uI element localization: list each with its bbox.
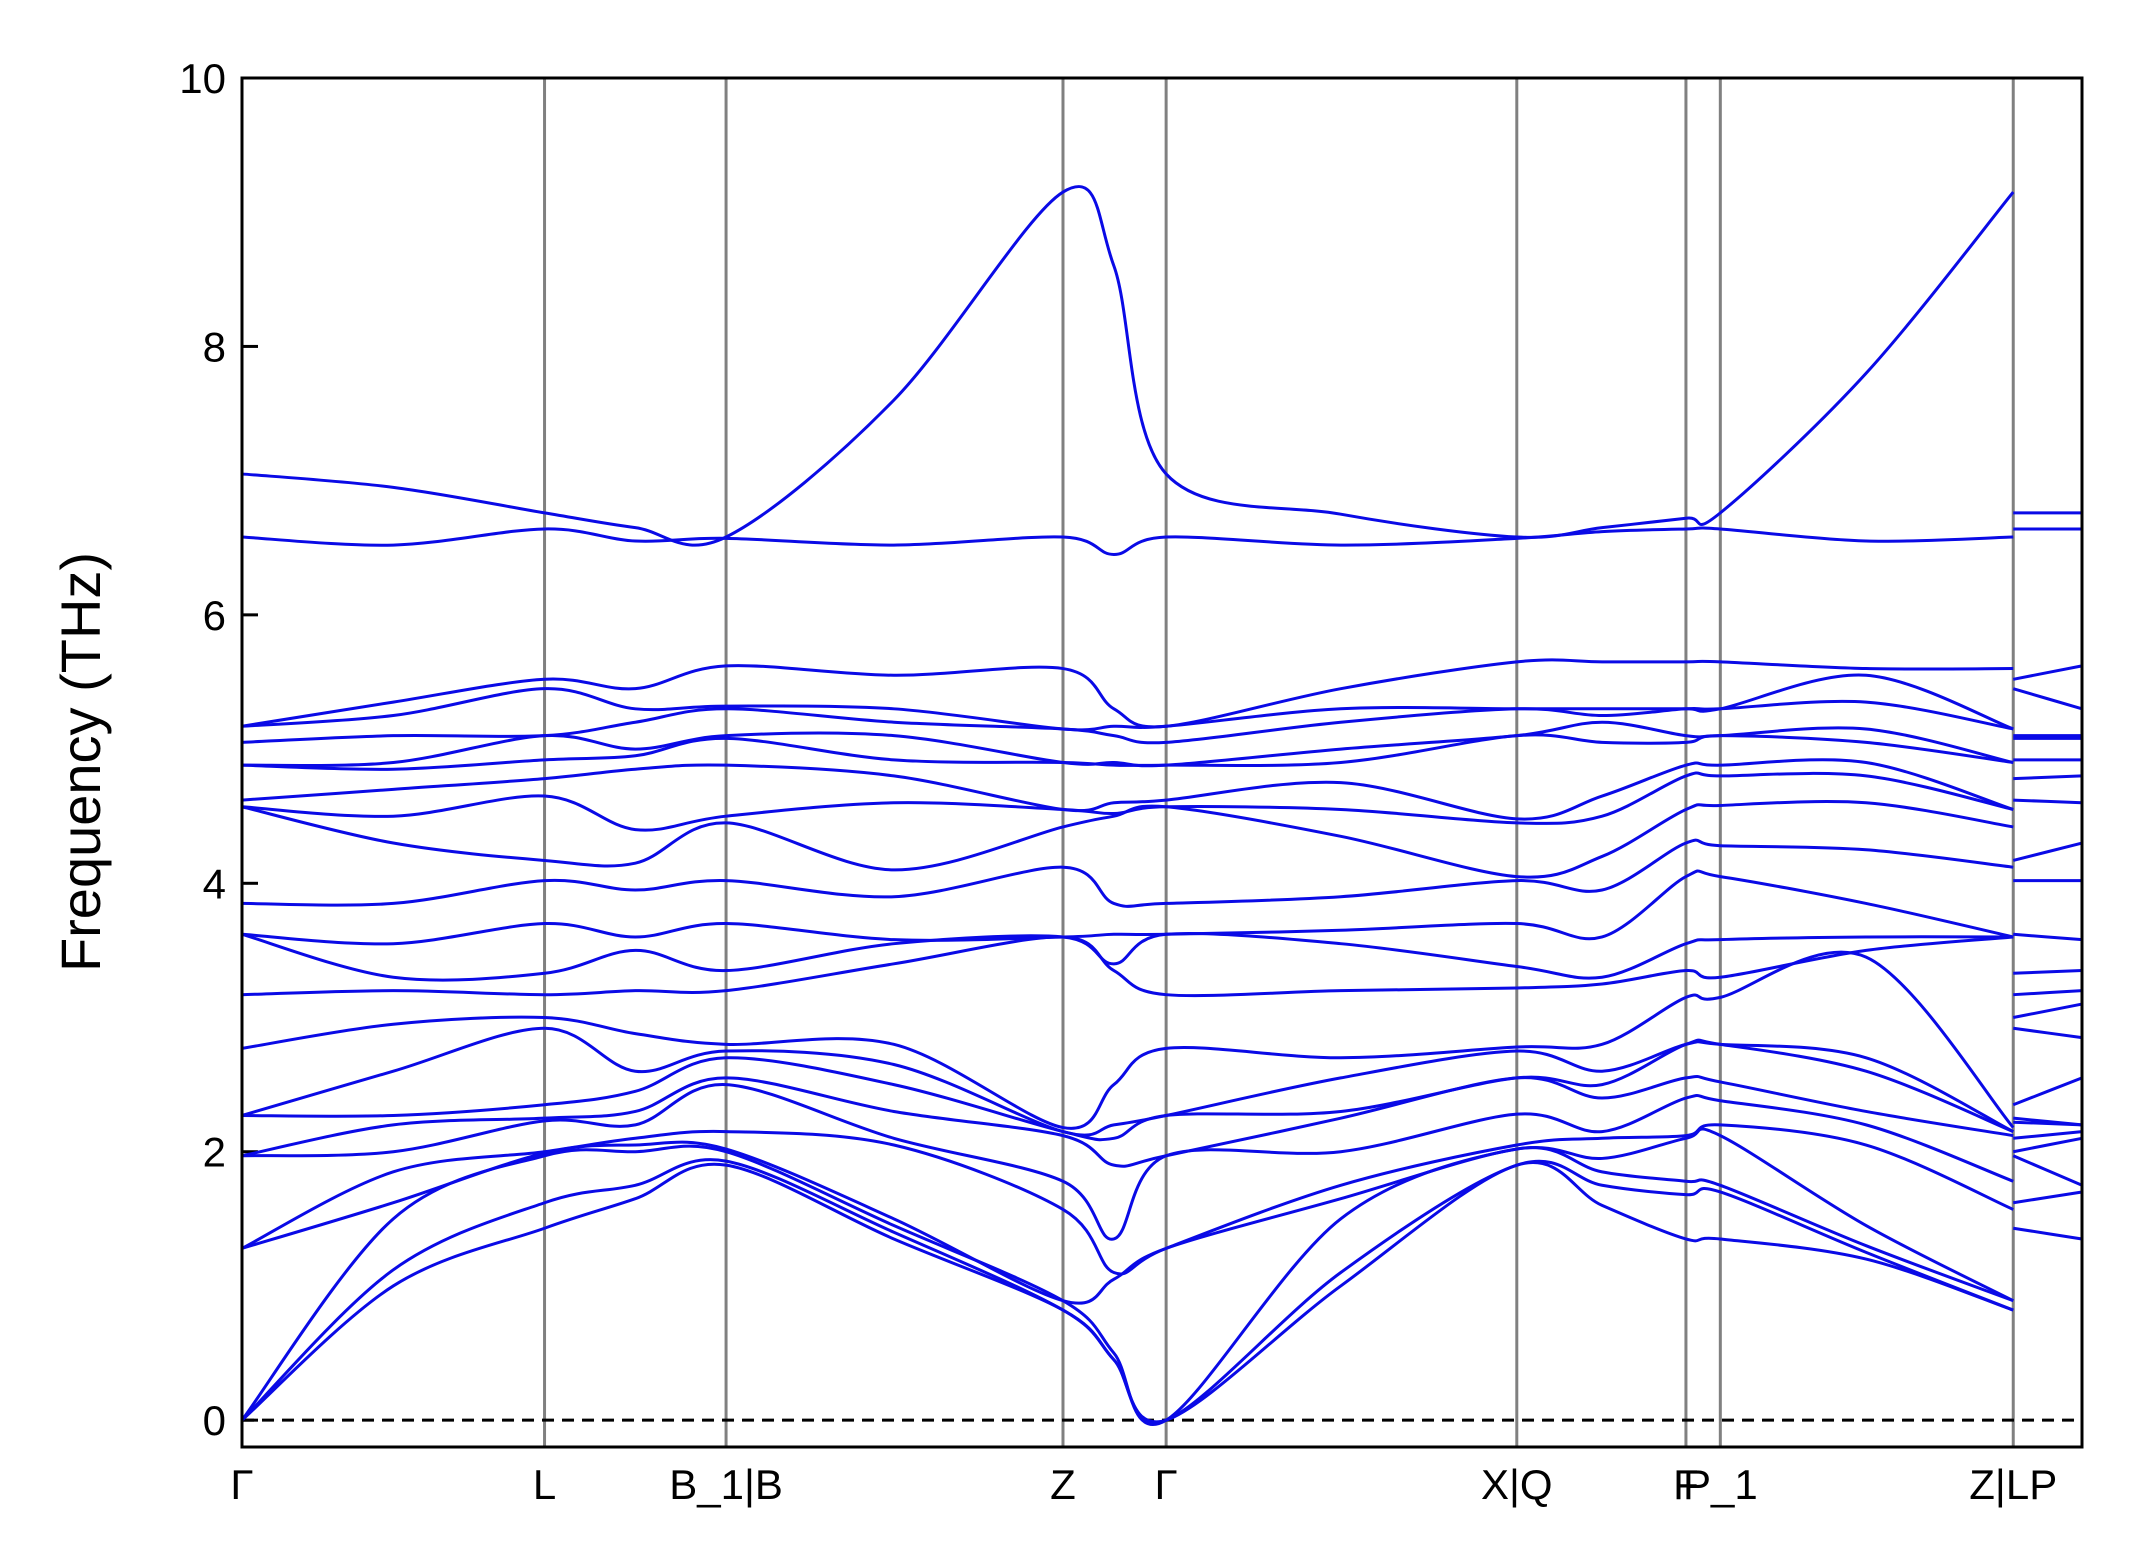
band-line <box>241 185 2082 547</box>
x-tick-label: Z <box>1050 1461 1076 1508</box>
band-line <box>241 1123 2083 1276</box>
x-tick-label: L <box>533 1461 556 1508</box>
y-axis-label: Frequency (THz) <box>49 552 112 972</box>
band-line <box>241 526 2082 556</box>
band-line <box>241 720 2082 768</box>
x-tick-label: Γ <box>230 1461 253 1508</box>
band-line <box>241 950 2083 1130</box>
band-line <box>241 1161 2083 1424</box>
y-tick-label: 0 <box>203 1397 226 1444</box>
x-tick-label: Z|LP <box>1969 1461 2057 1508</box>
band-line <box>241 1075 2083 1168</box>
plot-frame <box>240 76 2084 1449</box>
band-line <box>240 1144 2083 1426</box>
x-tick-label: F <box>1673 1461 1699 1508</box>
y-tick-label: 8 <box>203 323 226 370</box>
band-line <box>241 800 2083 879</box>
x-tick-label: X|Q <box>1481 1461 1553 1508</box>
y-tick-label: 4 <box>203 860 226 907</box>
band-line <box>241 758 2083 821</box>
band-line <box>241 673 2083 732</box>
band-line <box>241 1026 2083 1137</box>
y-tick-label: 2 <box>203 1129 226 1176</box>
band-line <box>241 699 2082 745</box>
band-line <box>241 935 2083 998</box>
y-tick-label: 10 <box>179 55 226 102</box>
x-tick-label: P_1 <box>1683 1461 1758 1508</box>
x-tick-label: B_1|B <box>669 1461 783 1508</box>
band-line <box>241 658 2083 729</box>
band-line <box>241 869 2083 946</box>
band-line <box>241 931 2083 982</box>
y-tick-label: 6 <box>203 592 226 639</box>
band-line <box>240 1158 2083 1424</box>
band-line <box>241 771 2083 832</box>
band-line <box>241 838 2082 908</box>
x-tick-label: Γ <box>1155 1461 1178 1508</box>
